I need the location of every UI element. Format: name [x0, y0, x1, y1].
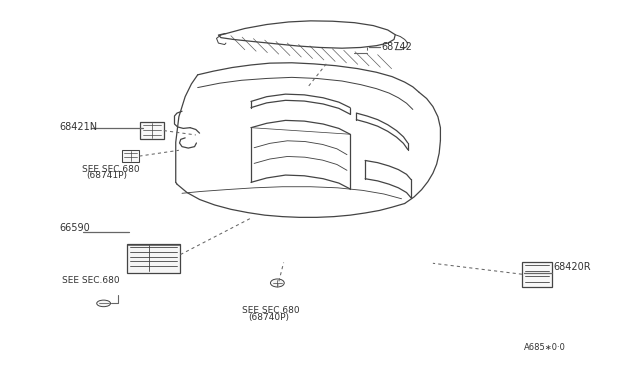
- Ellipse shape: [97, 300, 111, 307]
- Text: SEE SEC.680: SEE SEC.680: [242, 306, 300, 315]
- Text: A685∗0·0: A685∗0·0: [524, 343, 566, 352]
- Text: 66590: 66590: [60, 223, 90, 233]
- Ellipse shape: [271, 279, 284, 287]
- FancyBboxPatch shape: [122, 150, 140, 162]
- Text: (68741P): (68741P): [86, 171, 128, 180]
- Text: 68742: 68742: [381, 42, 412, 52]
- Text: 68420R: 68420R: [554, 262, 591, 272]
- Text: SEE SEC.680: SEE SEC.680: [61, 276, 119, 285]
- FancyBboxPatch shape: [522, 262, 552, 286]
- Text: SEE SEC.680: SEE SEC.680: [82, 165, 140, 174]
- Text: 68421N: 68421N: [60, 122, 98, 132]
- FancyBboxPatch shape: [140, 122, 164, 140]
- FancyBboxPatch shape: [127, 244, 180, 273]
- Text: (68740P): (68740P): [248, 313, 289, 322]
